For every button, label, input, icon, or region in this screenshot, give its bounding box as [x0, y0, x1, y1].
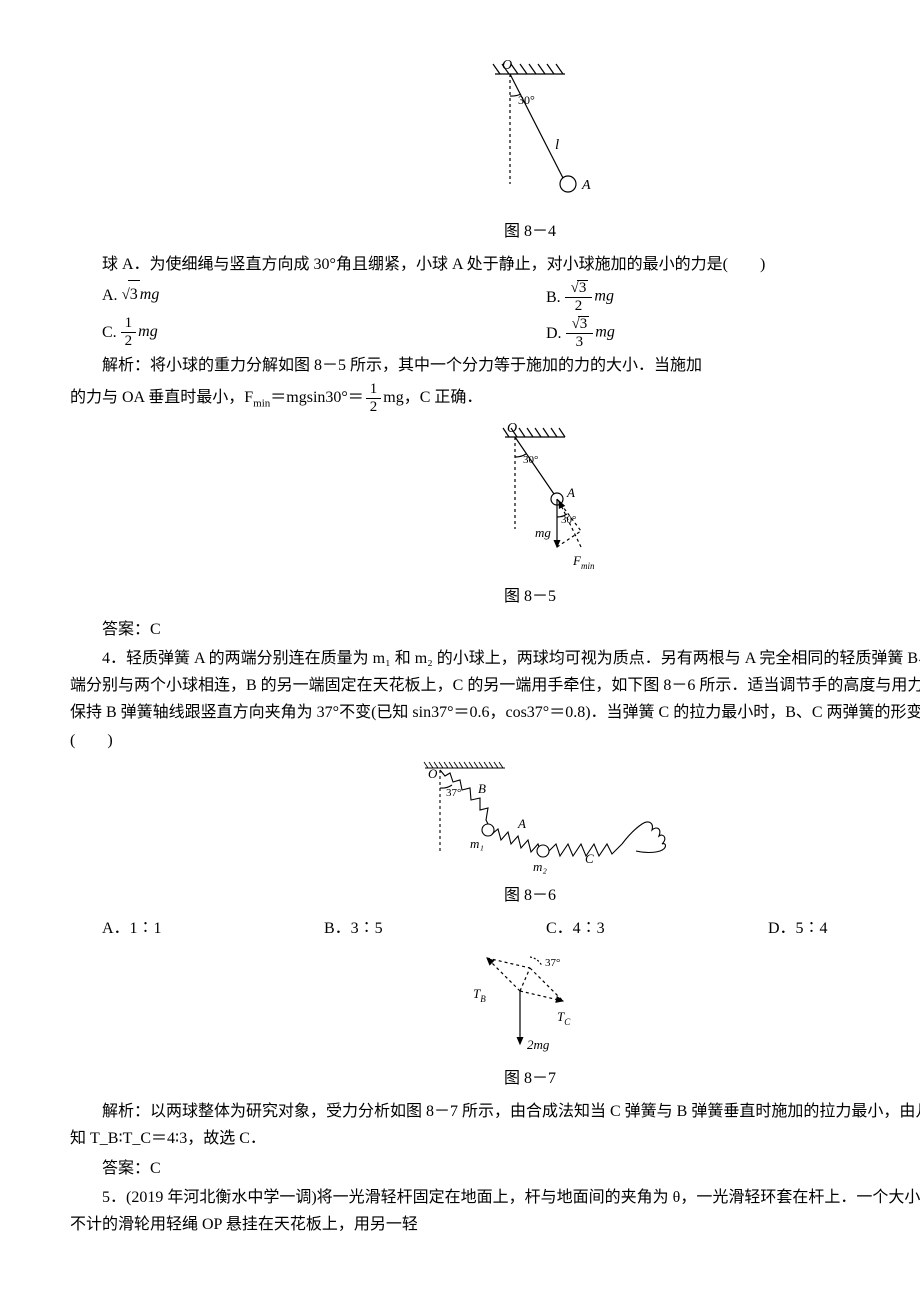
q4-opt-B: B．3∶5	[324, 915, 546, 942]
fig2-Fmin: Fmin	[572, 553, 595, 571]
q3-opt-D: D. 33mg	[546, 316, 920, 350]
figure-8-7-caption: 图 8－7	[70, 1065, 920, 1092]
q3-opt-B: B. 32mg	[546, 280, 920, 314]
q3-answer: 答案：C	[70, 616, 920, 643]
figure-8-6: O 37° B m₁ A m₂ C	[70, 758, 920, 878]
q3-optC-num: 1	[121, 316, 137, 333]
fig1-O-label: O	[502, 58, 512, 73]
fig1-A-label: A	[581, 178, 591, 193]
figure-8-4-caption: 图 8－4	[70, 218, 920, 245]
q4-opt-D: D．5∶4	[768, 915, 920, 942]
fig4-TB: TB	[473, 986, 486, 1004]
q3-optA-sqrt: 3	[120, 280, 140, 309]
fig4-TC: TC	[557, 1009, 571, 1027]
q3-optC-prefix: C.	[102, 319, 117, 346]
q3-optB-tail: mg	[594, 288, 614, 305]
q3-sol-p2c: mg，C 正确．	[383, 389, 482, 406]
q3-options-row-1: A. 3mg B. 32mg	[70, 280, 920, 314]
fig2-O: O	[507, 421, 517, 436]
fig3-angle: 37°	[446, 787, 461, 799]
figure-8-6-svg: O 37° B m₁ A m₂ C	[370, 758, 690, 878]
fig3-C: C	[585, 851, 594, 866]
q3-opt-A: A. 3mg	[102, 280, 546, 314]
q5-stem: 5．(2019 年河北衡水中学一调)将一光滑轻杆固定在地面上，杆与地面间的夹角为…	[70, 1184, 920, 1238]
fig3-B: B	[478, 781, 486, 796]
fig3-m1: m₁	[470, 836, 484, 851]
q3-optD-den: 3	[566, 334, 594, 350]
figure-8-7-svg: TB TC 2mg 37°	[445, 946, 615, 1061]
q3-solution-p2: 的力与 OA 垂直时最小，Fmin＝mgsin30°＝12mg，C 正确．	[70, 382, 920, 415]
fig4-angle: 37°	[545, 957, 560, 969]
fig3-m2: m₂	[533, 859, 547, 874]
q4-solution: 解析：以两球整体为研究对象，受力分析如图 8－7 所示，由合成法知当 C 弹簧与…	[70, 1098, 920, 1152]
figure-8-6-caption: 图 8－6	[70, 882, 920, 909]
fig1-angle: 30°	[518, 93, 535, 107]
q3-optB-prefix: B.	[546, 284, 561, 311]
fig2-angle1: 30°	[523, 454, 538, 466]
q3-options-row-2: C. 12mg D. 33mg	[70, 316, 920, 350]
figure-8-7: TB TC 2mg 37°	[70, 946, 920, 1061]
q4-opt-A: A．1∶1	[102, 915, 324, 942]
q3-optC-den: 2	[121, 333, 137, 349]
fig3-O: O	[428, 766, 438, 781]
fig2-A: A	[566, 485, 575, 500]
q3-stem: 球 A．为使细绳与竖直方向成 30°角且绷紧，小球 A 处于静止，对小球施加的最…	[70, 251, 920, 278]
q3-optD-prefix: D.	[546, 320, 562, 347]
q3-sol-frac-num: 1	[366, 382, 382, 399]
q3-solution-p1: 解析：将小球的重力分解如图 8－5 所示，其中一个分力等于施加的力的大小．当施加	[70, 352, 920, 379]
fig4-2mg: 2mg	[527, 1037, 550, 1052]
fig2-mg: mg	[535, 525, 551, 540]
q3-optB-den: 2	[565, 298, 593, 314]
q3-opt-C: C. 12mg	[102, 316, 546, 350]
q4-options: A．1∶1 B．3∶5 C．4∶3 D．5∶4	[102, 915, 920, 942]
q4-opt-C: C．4∶3	[546, 915, 768, 942]
q3-optC-tail: mg	[138, 324, 158, 341]
q3-optA-prefix: A.	[102, 282, 118, 309]
figure-8-5-caption: 图 8－5	[70, 583, 920, 610]
fig2-angle2: 30°	[561, 514, 576, 526]
fig1-l: l	[555, 137, 559, 153]
q4-stem: 4．轻质弹簧 A 的两端分别连在质量为 m₁ 和 m₂ 的小球上，两球均可视为质…	[70, 645, 920, 754]
q3-sol-p2b: ＝mgsin30°＝	[270, 389, 364, 406]
figure-8-5: O 30° A mg 30° Fmin	[70, 419, 920, 579]
fig3-A: A	[517, 816, 526, 831]
q3-sol-p2a: 的力与 OA 垂直时最小，F	[70, 389, 253, 406]
q3-optD-tail: mg	[595, 324, 615, 341]
q4-answer: 答案：C	[70, 1155, 920, 1182]
figure-8-4-svg: O 30° l A	[455, 54, 605, 214]
figure-8-5-svg: O 30° A mg 30° Fmin	[455, 419, 605, 579]
q3-sol-frac-den: 2	[366, 399, 382, 415]
figure-8-4: O 30° l A	[70, 54, 920, 214]
